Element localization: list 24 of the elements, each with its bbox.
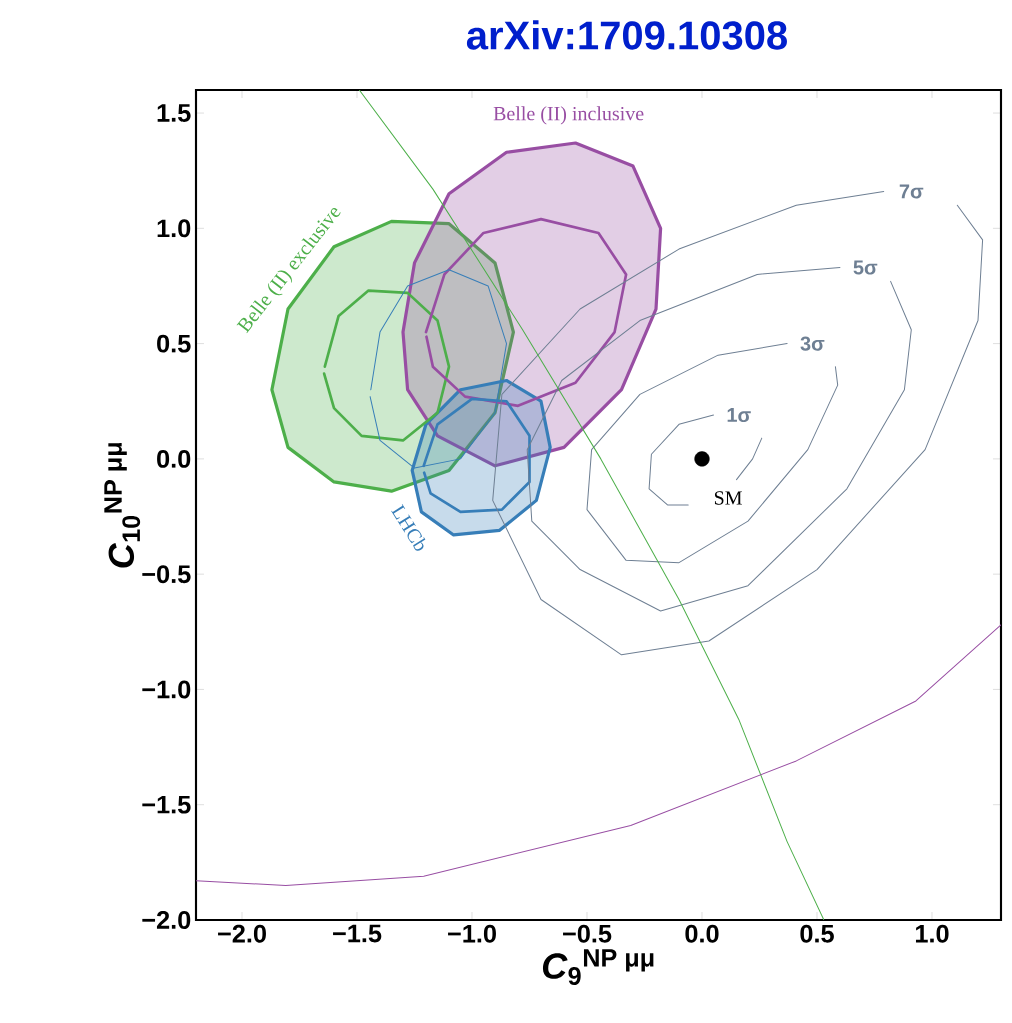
x-tick-label: −1.5 <box>333 924 382 943</box>
x-axis-title: C$_{9}$NP μμ <box>542 949 654 985</box>
y-tick-label: −1.5 <box>142 795 191 814</box>
series-label: Belle (II) inclusive <box>493 106 644 125</box>
chart-title: arXiv:1709.10308 <box>466 20 787 50</box>
y-tick-label: 1.0 <box>157 219 191 238</box>
y-tick-label: 0.0 <box>157 449 191 468</box>
series-label: SM <box>714 491 742 505</box>
x-tick-label: 0.0 <box>685 924 719 943</box>
y-tick-label: 0.5 <box>157 334 191 353</box>
annotation: 3σ <box>800 336 825 351</box>
x-tick-label: −2.0 <box>218 924 266 943</box>
annotation: 7σ <box>899 184 924 199</box>
y-tick-label: −1.0 <box>142 680 191 699</box>
x-tick-label: −0.5 <box>563 924 612 943</box>
y-tick-label: −2.0 <box>142 911 191 929</box>
x-tick-label: 1.0 <box>915 924 949 943</box>
annotation: 1σ <box>727 408 751 423</box>
x-tick-label: −1.0 <box>448 924 496 943</box>
annotation: 5σ <box>853 260 878 275</box>
y-tick-label: 1.5 <box>157 104 191 122</box>
x-tick-label: 0.5 <box>800 924 834 943</box>
y-tick-label: −0.5 <box>142 565 191 584</box>
y-axis-title: C$_{10}$NP μμ <box>104 443 141 568</box>
